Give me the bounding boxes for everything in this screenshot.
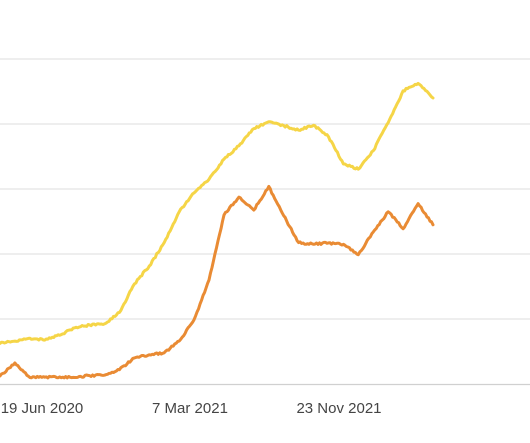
x-tick-labels: 19 Jun 2020 7 Mar 2021 23 Nov 2021 xyxy=(1,400,382,417)
gridlines xyxy=(0,58,530,320)
series-line-1 xyxy=(0,184,435,380)
x-tick-label-0: 19 Jun 2020 xyxy=(1,400,84,417)
series-group xyxy=(0,81,435,380)
series-line-0 xyxy=(0,81,435,345)
x-tick-label-1: 7 Mar 2021 xyxy=(152,400,228,417)
x-tick-label-2: 23 Nov 2021 xyxy=(296,400,381,417)
